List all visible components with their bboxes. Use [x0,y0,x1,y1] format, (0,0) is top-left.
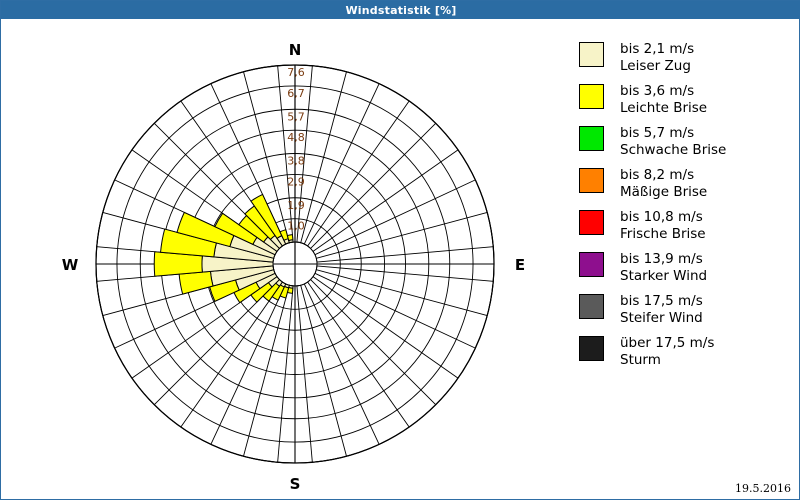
svg-text:7,6: 7,6 [287,66,305,79]
legend-swatch [579,210,604,235]
polar-grid-top [95,64,495,464]
legend-item: über 17,5 m/s Sturm [579,335,797,368]
window-title: Windstatistik [%] [345,3,457,17]
legend-name: Mäßige Brise [620,183,708,200]
legend-speed: bis 8,2 m/s [620,167,695,183]
legend-label: bis 5,7 m/s Schwache Brise [620,125,726,158]
legend-name: Leiser Zug [620,57,691,74]
legend-speed: bis 5,7 m/s [620,125,695,141]
compass-label-w: W [62,256,79,274]
legend-item: bis 17,5 m/s Steifer Wind [579,293,797,326]
legend-item: bis 10,8 m/s Frische Brise [579,209,797,242]
legend-item: bis 8,2 m/s Mäßige Brise [579,167,797,200]
svg-text:1,9: 1,9 [287,199,305,212]
legend-label: bis 13,9 m/s Starker Wind [620,251,707,284]
radial-tick-label: 1,9 [287,199,305,212]
legend-swatch [579,252,604,277]
window-title-bar: Windstatistik [%] [1,1,800,19]
legend-name: Schwache Brise [620,141,727,158]
legend-item: bis 13,9 m/s Starker Wind [579,251,797,284]
wind-rose-chart: 1,0 1,9 2,9 3,8 4,8 5,7 6,7 7,6 N S W E [1,19,561,499]
legend-swatch [579,168,604,193]
legend-speed: bis 10,8 m/s [620,209,703,225]
legend-name: Steifer Wind [620,309,703,326]
legend-name: Frische Brise [620,225,706,242]
legend-swatch [579,126,604,151]
legend-speed: bis 2,1 m/s [620,41,695,57]
legend-name: Sturm [620,351,661,368]
svg-text:2,9: 2,9 [287,175,305,188]
legend-speed: über 17,5 m/s [620,335,715,351]
legend-label: bis 10,8 m/s Frische Brise [620,209,706,242]
legend-item: bis 5,7 m/s Schwache Brise [579,125,797,158]
radial-tick-label: 2,9 [287,175,305,188]
legend-label: bis 17,5 m/s Steifer Wind [620,293,703,326]
wind-rose-svg: 1,0 1,9 2,9 3,8 4,8 5,7 6,7 7,6 N S W E [62,41,525,493]
compass-label-e: E [515,256,525,274]
radial-tick-label: 6,7 [287,87,305,100]
legend-swatch [579,294,604,319]
legend-label: bis 3,6 m/s Leichte Brise [620,83,707,116]
compass-labels: N S W E [62,41,525,493]
svg-text:5,7: 5,7 [287,110,305,123]
legend-swatch [579,84,604,109]
radial-tick-labels: 1,0 1,9 2,9 3,8 4,8 5,7 6,7 7,6 [287,66,305,233]
legend-item: bis 2,1 m/s Leiser Zug [579,41,797,74]
radial-tick-label: 3,8 [287,155,305,168]
legend-speed: bis 13,9 m/s [620,251,703,267]
legend-swatch [579,42,604,67]
radial-tick-label: 7,6 [287,66,305,79]
svg-text:4,8: 4,8 [287,131,305,144]
svg-text:6,7: 6,7 [287,87,305,100]
radial-tick-label: 1,0 [287,220,305,233]
radial-tick-label: 4,8 [287,131,305,144]
date-stamp: 19.5.2016 [735,482,791,495]
svg-text:3,8: 3,8 [287,155,305,168]
legend-speed: bis 3,6 m/s [620,83,695,99]
legend-item: bis 3,6 m/s Leichte Brise [579,83,797,116]
legend-swatch [579,336,604,361]
radial-tick-label: 5,7 [287,110,305,123]
compass-label-n: N [289,41,302,59]
legend-name: Leichte Brise [620,99,708,116]
legend-speed: bis 17,5 m/s [620,293,703,309]
legend: bis 2,1 m/s Leiser Zug bis 3,6 m/s Leich… [579,41,797,377]
svg-text:1,0: 1,0 [287,220,305,233]
legend-label: über 17,5 m/s Sturm [620,335,714,368]
legend-name: Starker Wind [620,267,708,284]
compass-label-s: S [290,475,301,493]
legend-label: bis 8,2 m/s Mäßige Brise [620,167,707,200]
legend-label: bis 2,1 m/s Leiser Zug [620,41,694,74]
